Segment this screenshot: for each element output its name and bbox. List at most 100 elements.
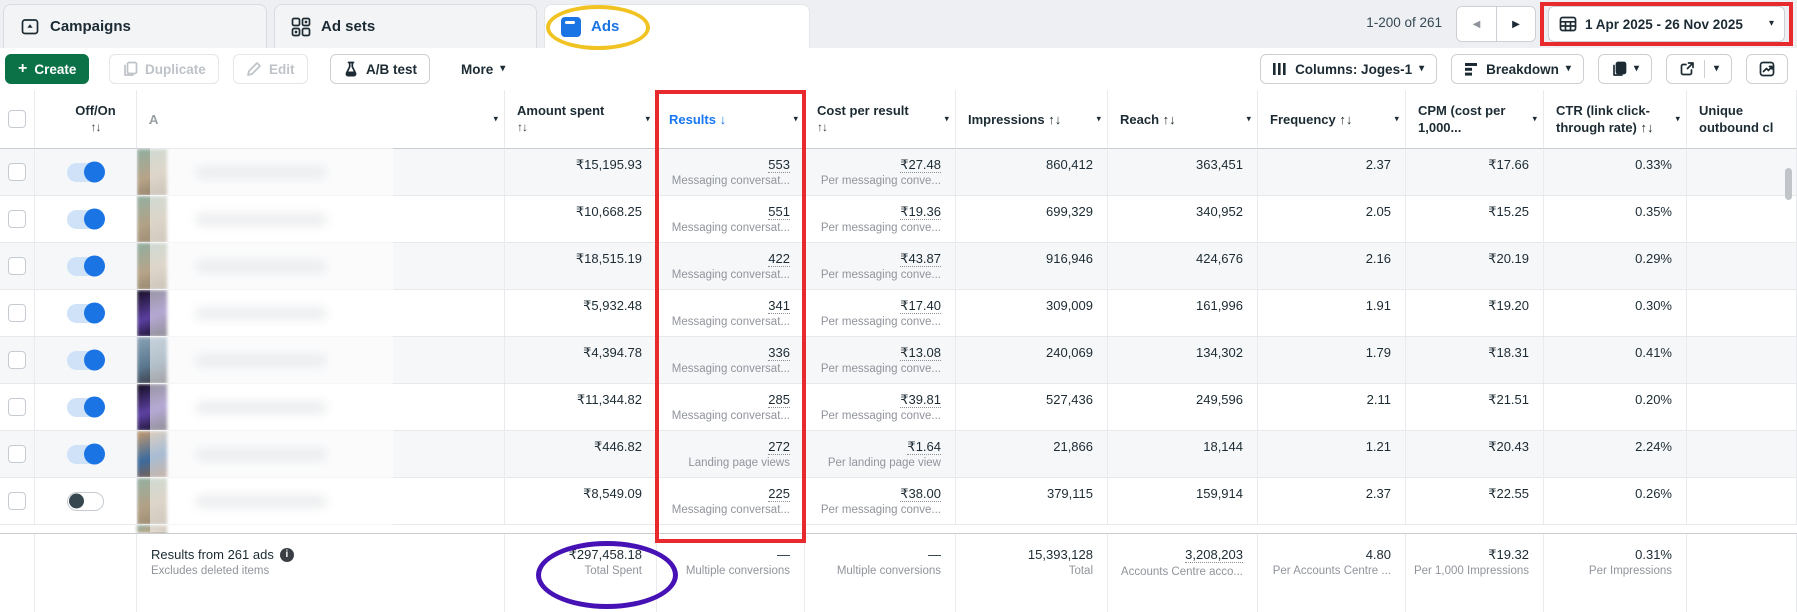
column-header-cost-per-result[interactable]: Cost per result ↑↓ ▾	[805, 90, 956, 149]
column-menu-caret[interactable]: ▾	[645, 113, 650, 124]
column-header-reach[interactable]: Reach ↑↓ ▾	[1108, 90, 1258, 149]
ad-name-blurred	[195, 447, 327, 461]
ab-test-button[interactable]: A/B test	[330, 54, 431, 84]
edit-button[interactable]: Edit	[233, 54, 308, 84]
cpm-cell: ₹20.43	[1406, 431, 1544, 477]
row-checkbox[interactable]	[8, 163, 26, 181]
column-menu-caret[interactable]: ▾	[1394, 113, 1399, 124]
cpm-cell: ₹20.19	[1406, 243, 1544, 289]
column-header-frequency[interactable]: Frequency ↑↓ ▾	[1258, 90, 1406, 149]
toggle-knob	[69, 493, 84, 509]
ad-name-cell[interactable]	[137, 243, 505, 289]
row-checkbox[interactable]	[8, 257, 26, 275]
info-icon[interactable]: i	[279, 547, 294, 562]
amount-spent-cell: ₹15,195.93	[505, 149, 657, 195]
column-header-ctr[interactable]: CTR (link click- through rate) ↑↓ ▾	[1544, 90, 1687, 149]
reports-icon	[1611, 61, 1627, 77]
total-amount-spent-cell: ₹297,458.18 Total Spent	[505, 534, 657, 612]
more-button[interactable]: More ▾	[449, 54, 518, 84]
ad-name-cell[interactable]	[137, 478, 505, 524]
reports-button[interactable]: ▾	[1597, 54, 1652, 84]
duplicate-icon	[122, 61, 138, 77]
ad-status-toggle[interactable]	[67, 396, 105, 418]
tab-ads-label: Ads	[591, 18, 620, 35]
column-menu-caret[interactable]: ▾	[1246, 113, 1251, 124]
ad-status-toggle[interactable]	[67, 443, 105, 465]
unique-outbound-cell	[1687, 290, 1797, 336]
ad-status-toggle[interactable]	[67, 302, 105, 324]
row-checkbox[interactable]	[8, 351, 26, 369]
ad-thumbnail	[137, 525, 167, 533]
duplicate-button[interactable]: Duplicate	[109, 54, 219, 84]
ad-name-cell[interactable]	[137, 290, 505, 336]
column-menu-caret[interactable]: ▾	[944, 113, 949, 124]
column-menu-caret[interactable]: ▾	[493, 113, 498, 124]
ad-name-blurred	[195, 212, 327, 226]
columns-button[interactable]: Columns: Joges-1 ▾	[1260, 54, 1438, 84]
column-header-impressions[interactable]: Impressions ↑↓ ▾	[956, 90, 1108, 149]
column-header-results[interactable]: Results ↓ ▾	[657, 90, 805, 149]
export-button[interactable]: ▾	[1665, 54, 1732, 84]
ad-status-toggle[interactable]	[67, 349, 105, 371]
tab-ads[interactable]: Ads	[544, 4, 810, 48]
column-header-unique-outbound[interactable]: Unique outbound cl	[1687, 90, 1797, 149]
unique-outbound-cell	[1687, 431, 1797, 477]
reach-cell: 134,302	[1108, 337, 1258, 383]
columns-icon	[1273, 62, 1288, 76]
column-menu-caret[interactable]: ▾	[1532, 113, 1537, 124]
ad-status-toggle[interactable]	[67, 491, 104, 511]
ad-thumbnail	[137, 431, 167, 477]
vertical-scrollbar-thumb[interactable]	[1785, 168, 1792, 200]
create-button[interactable]: + Create	[5, 54, 90, 84]
select-all-checkbox[interactable]	[8, 110, 26, 128]
pagination-range: 1-200 of 261	[1366, 15, 1442, 30]
ad-name-cell[interactable]	[137, 196, 505, 242]
table-row: ₹10,668.25 551 Messaging conversat... ₹1…	[0, 196, 1797, 243]
table-row: ₹18,515.19 422 Messaging conversat... ₹4…	[0, 243, 1797, 290]
ad-status-toggle[interactable]	[67, 161, 105, 183]
breakdown-button[interactable]: Breakdown ▾	[1451, 54, 1584, 84]
ad-name-cell[interactable]	[137, 431, 505, 477]
column-header-ad[interactable]: A ▾	[137, 90, 505, 149]
ad-status-toggle[interactable]	[67, 208, 105, 230]
row-checkbox[interactable]	[8, 398, 26, 416]
row-checkbox[interactable]	[8, 445, 26, 463]
ad-name-cell[interactable]	[137, 337, 505, 383]
column-header-amount-spent[interactable]: Amount spent ↑↓ ▾	[505, 90, 657, 149]
toggle-knob	[84, 349, 105, 371]
reach-cell: 249,596	[1108, 384, 1258, 430]
frequency-cell: 2.16	[1258, 243, 1406, 289]
total-impressions-cell: 15,393,128 Total	[956, 534, 1108, 612]
next-page-button[interactable]: ▶	[1496, 7, 1535, 41]
ad-status-toggle[interactable]	[67, 255, 105, 277]
date-range-picker[interactable]: 1 Apr 2025 - 26 Nov 2025 ▾	[1548, 6, 1785, 42]
amount-spent-cell: ₹446.82	[505, 431, 657, 477]
ad-name-blurred	[195, 494, 327, 508]
ctr-cell: 2.24%	[1544, 431, 1687, 477]
toggle-knob	[84, 396, 105, 418]
ad-name-cell[interactable]	[137, 149, 505, 195]
ctr-cell: 0.33%	[1544, 149, 1687, 195]
column-menu-caret[interactable]: ▾	[1096, 113, 1101, 124]
row-checkbox[interactable]	[8, 304, 26, 322]
ad-name-cell[interactable]	[137, 384, 505, 430]
cost-per-result-cell: ₹38.00 Per messaging conve...	[805, 478, 956, 524]
row-checkbox[interactable]	[8, 210, 26, 228]
tab-campaigns[interactable]: Campaigns	[3, 4, 267, 48]
reach-cell: 340,952	[1108, 196, 1258, 242]
date-range-label: 1 Apr 2025 - 26 Nov 2025	[1585, 16, 1743, 32]
column-menu-caret[interactable]: ▾	[793, 113, 798, 124]
column-menu-caret[interactable]: ▾	[1675, 113, 1680, 124]
prev-page-button[interactable]: ◀	[1457, 7, 1496, 41]
tab-adsets-label: Ad sets	[321, 18, 376, 35]
column-header-off-on[interactable]: Off/On ↑↓	[35, 90, 137, 149]
row-checkbox[interactable]	[8, 492, 26, 510]
charts-button[interactable]	[1746, 54, 1788, 84]
ctr-cell: 0.20%	[1544, 384, 1687, 430]
column-header-cpm[interactable]: CPM (cost per 1,000... ▾	[1406, 90, 1544, 149]
cpm-cell: ₹17.66	[1406, 149, 1544, 195]
tab-adsets[interactable]: Ad sets	[274, 4, 537, 48]
reach-cell: 363,451	[1108, 149, 1258, 195]
impressions-cell: 527,436	[956, 384, 1108, 430]
ads-icon	[561, 16, 581, 37]
